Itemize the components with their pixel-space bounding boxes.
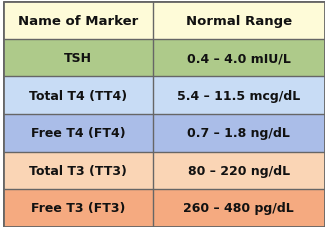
- Bar: [153, 40, 325, 77]
- Text: 5.4 – 11.5 mcg/dL: 5.4 – 11.5 mcg/dL: [177, 89, 300, 102]
- Text: 0.4 – 4.0 mIU/L: 0.4 – 4.0 mIU/L: [187, 52, 291, 65]
- Text: TSH: TSH: [64, 52, 92, 65]
- Text: Normal Range: Normal Range: [186, 14, 292, 27]
- Bar: [3, 152, 153, 189]
- Text: Total T3 (TT3): Total T3 (TT3): [29, 164, 127, 177]
- Bar: [153, 114, 325, 152]
- Bar: [153, 2, 325, 40]
- Bar: [3, 77, 153, 114]
- Bar: [3, 114, 153, 152]
- Bar: [3, 189, 153, 227]
- Text: Name of Marker: Name of Marker: [18, 14, 138, 27]
- Text: 260 – 480 pg/dL: 260 – 480 pg/dL: [183, 202, 294, 215]
- Bar: [3, 40, 153, 77]
- Text: Total T4 (TT4): Total T4 (TT4): [29, 89, 127, 102]
- Bar: [3, 2, 153, 40]
- Bar: [153, 77, 325, 114]
- Text: 80 – 220 ng/dL: 80 – 220 ng/dL: [188, 164, 290, 177]
- Text: Free T4 (FT4): Free T4 (FT4): [31, 127, 125, 140]
- Text: Free T3 (FT3): Free T3 (FT3): [31, 202, 125, 215]
- Bar: [153, 152, 325, 189]
- Bar: [153, 189, 325, 227]
- Text: 0.7 – 1.8 ng/dL: 0.7 – 1.8 ng/dL: [187, 127, 290, 140]
